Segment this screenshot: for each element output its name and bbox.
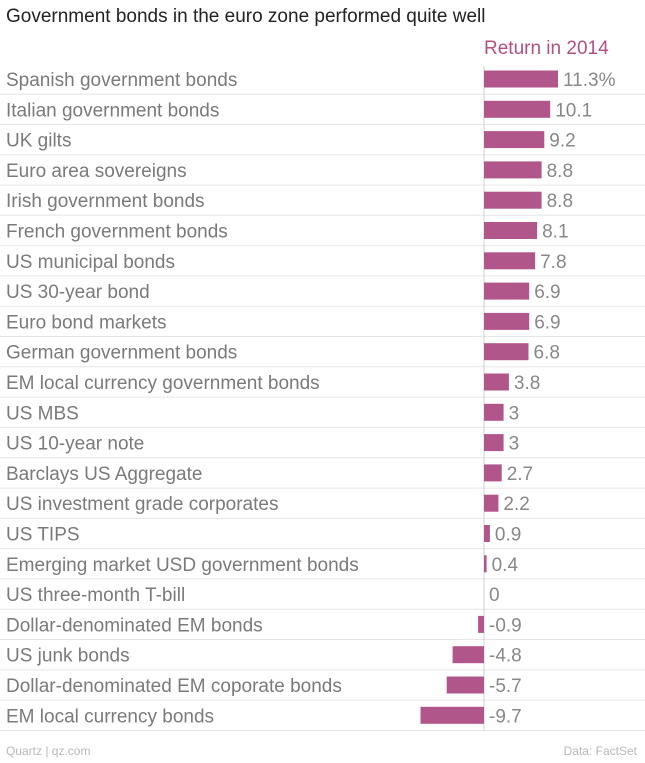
value-column-header: Return in 2014 bbox=[484, 38, 609, 59]
data-label: 8.1 bbox=[542, 222, 568, 243]
category-label: US municipal bonds bbox=[6, 252, 175, 273]
bar bbox=[446, 676, 484, 694]
bar bbox=[484, 222, 538, 239]
category-label: Euro area sovereigns bbox=[6, 161, 187, 182]
category-label: German government bonds bbox=[6, 343, 237, 364]
bar bbox=[484, 191, 542, 209]
footer-source-credit: Quartz | qz.com bbox=[6, 744, 91, 758]
data-label: 3.8 bbox=[514, 373, 540, 394]
bar bbox=[484, 70, 558, 88]
data-label: 9.2 bbox=[549, 131, 575, 152]
bar bbox=[484, 131, 545, 149]
bar bbox=[484, 252, 536, 270]
data-label: 2.7 bbox=[507, 464, 533, 485]
bar bbox=[484, 434, 504, 452]
data-label: 6.9 bbox=[534, 282, 560, 303]
footer-data-credit: Data: FactSet bbox=[563, 744, 637, 758]
category-label: US TIPS bbox=[6, 525, 80, 546]
data-label: 11.3% bbox=[563, 70, 616, 91]
bar bbox=[478, 615, 484, 633]
category-label: Dollar-denominated EM coporate bonds bbox=[6, 676, 342, 697]
bar bbox=[484, 494, 499, 512]
bar bbox=[452, 646, 484, 664]
data-label: -4.8 bbox=[489, 646, 522, 667]
category-label: Barclays US Aggregate bbox=[6, 464, 202, 485]
category-label: US 10-year note bbox=[6, 434, 144, 455]
data-label: 8.8 bbox=[547, 161, 573, 182]
bar bbox=[484, 403, 504, 421]
data-label: 0.4 bbox=[492, 555, 519, 576]
data-label: 3 bbox=[509, 434, 520, 455]
bar bbox=[420, 706, 484, 724]
category-label: US MBS bbox=[6, 403, 79, 424]
data-label: 10.1 bbox=[555, 100, 592, 121]
category-label: French government bonds bbox=[6, 222, 228, 243]
data-label: 3 bbox=[509, 403, 520, 424]
category-label: US junk bonds bbox=[6, 646, 130, 667]
category-label: US 30-year bond bbox=[6, 282, 150, 303]
category-label: EM local currency bonds bbox=[6, 706, 214, 727]
chart-title: Government bonds in the euro zone perfor… bbox=[6, 6, 486, 27]
bar bbox=[484, 312, 530, 330]
bar bbox=[484, 161, 542, 179]
data-label: 6.8 bbox=[534, 343, 560, 364]
bar bbox=[484, 282, 530, 300]
bar bbox=[484, 464, 502, 482]
category-label: UK gilts bbox=[6, 131, 71, 152]
bar bbox=[484, 100, 551, 118]
data-label: 2.2 bbox=[503, 494, 529, 515]
data-label: -5.7 bbox=[489, 676, 522, 697]
bar bbox=[484, 525, 490, 542]
data-label: 7.8 bbox=[540, 252, 566, 273]
data-label: 0.9 bbox=[495, 525, 521, 546]
bar bbox=[484, 343, 529, 361]
data-label: 0 bbox=[489, 585, 500, 606]
category-label: Emerging market USD government bonds bbox=[6, 555, 359, 576]
bar bbox=[484, 373, 509, 391]
category-label: Spanish government bonds bbox=[6, 70, 237, 91]
bar bbox=[484, 555, 487, 573]
data-label: 6.9 bbox=[534, 312, 560, 333]
category-label: US investment grade corporates bbox=[6, 494, 278, 515]
category-label: US three-month T-bill bbox=[6, 585, 185, 606]
category-label: Irish government bonds bbox=[6, 191, 205, 212]
data-label: 8.8 bbox=[547, 191, 573, 212]
category-label: Euro bond markets bbox=[6, 312, 167, 333]
category-label: EM local currency government bonds bbox=[6, 373, 320, 394]
category-label: Italian government bonds bbox=[6, 100, 219, 121]
data-label: -9.7 bbox=[489, 706, 522, 727]
data-label: -0.9 bbox=[489, 615, 522, 636]
category-label: Dollar-denominated EM bonds bbox=[6, 615, 263, 636]
